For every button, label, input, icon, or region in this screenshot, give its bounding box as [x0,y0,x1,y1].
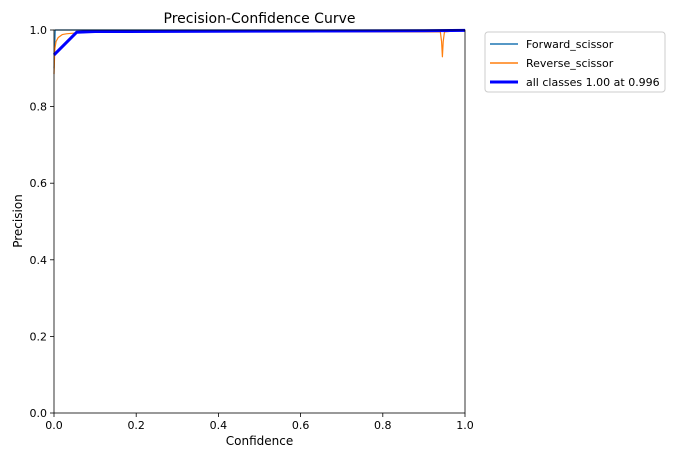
legend-label: all classes 1.00 at 0.996 [526,76,660,89]
x-tick-label: 1.0 [456,419,474,432]
x-tick-label: 0.0 [45,419,63,432]
chart-title: Precision-Confidence Curve [164,11,356,27]
x-tick-label: 0.4 [210,419,228,432]
y-tick-label: 0.4 [30,254,48,267]
legend-label: Forward_scissor [526,38,614,51]
series-line-1 [53,29,466,75]
legend-label: Reverse_scissor [526,57,614,70]
y-axis-label: Precision [11,194,25,248]
y-tick-label: 0.0 [30,407,48,420]
x-axis-label: Confidence [226,434,293,448]
legend-box [484,31,666,93]
series-line-2 [52,28,466,56]
x-tick-label: 0.6 [292,419,310,432]
x-tick-label: 0.2 [127,419,145,432]
series-line-0 [53,29,465,69]
y-tick-label: 0.8 [30,101,48,114]
plot-frame [53,29,466,414]
y-tick-label: 0.2 [30,330,48,343]
x-tick-label: 0.8 [374,419,392,432]
y-tick-label: 0.6 [30,177,48,190]
y-tick-label: 1.0 [30,24,48,37]
